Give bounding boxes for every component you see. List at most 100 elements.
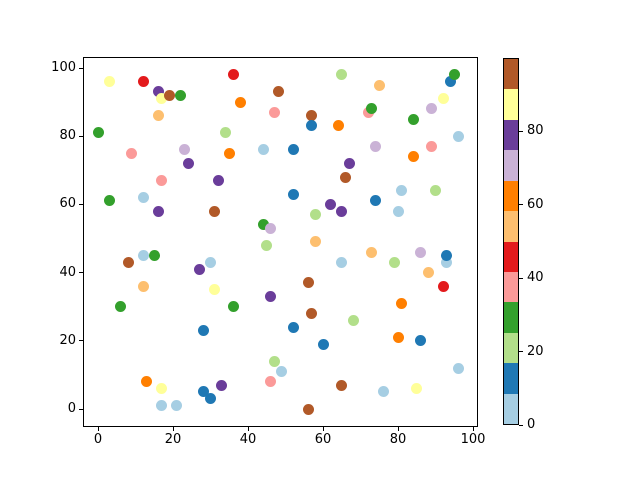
scatter-point <box>392 205 404 217</box>
scatter-point <box>137 280 149 292</box>
y-axis-tick-label: 0 <box>67 401 76 416</box>
scatter-point <box>407 151 419 163</box>
scatter-point <box>437 280 449 292</box>
scatter-point <box>208 284 220 296</box>
scatter-point <box>441 250 453 262</box>
y-axis-tick <box>79 67 83 69</box>
colorbar-tick <box>519 204 523 206</box>
scatter-point <box>265 376 276 388</box>
x-axis-tick-label: 20 <box>164 432 182 447</box>
scatter-point <box>302 403 314 415</box>
scatter-point <box>257 144 269 156</box>
y-axis-tick-label: 80 <box>59 128 76 144</box>
scatter-point <box>156 383 168 395</box>
x-axis-tick-label: 80 <box>389 432 407 447</box>
scatter-point <box>336 205 348 217</box>
scatter-point <box>287 188 299 200</box>
scatter-point <box>268 355 280 367</box>
scatter-point <box>265 222 276 234</box>
scatter-point <box>310 236 321 248</box>
scatter-point <box>422 267 434 279</box>
scatter-point <box>205 393 216 405</box>
colorbar-segment <box>504 89 518 120</box>
y-axis-tick <box>79 135 83 137</box>
scatter-point <box>276 365 288 377</box>
scatter-point <box>430 185 441 197</box>
scatter-point <box>452 362 464 374</box>
x-axis-tick <box>397 427 399 431</box>
y-axis-tick <box>79 340 83 342</box>
x-axis-tick <box>172 427 174 431</box>
x-axis-tick-label: 60 <box>314 432 332 447</box>
scatter-point <box>306 110 318 122</box>
y-axis-tick-label: 60 <box>59 196 76 212</box>
colorbar-tick-label: 40 <box>527 270 544 286</box>
scatter-point <box>396 297 408 309</box>
x-axis-tick-label: 100 <box>460 432 486 447</box>
colorbar-segment <box>504 119 518 151</box>
colorbar-segment <box>504 332 518 364</box>
colorbar-segment <box>504 241 518 272</box>
scatter-point <box>216 379 228 391</box>
y-axis-tick <box>79 203 83 205</box>
y-axis-tick <box>79 272 83 274</box>
scatter-point <box>415 246 426 258</box>
x-axis-tick <box>322 427 324 431</box>
scatter-point <box>370 140 381 152</box>
scatter-point <box>426 140 438 152</box>
scatter-point <box>182 157 194 169</box>
scatter-point <box>366 246 378 258</box>
scatter-point <box>137 76 149 88</box>
scatter-point <box>137 250 149 262</box>
scatter-point <box>178 144 190 156</box>
scatter-point <box>340 171 351 183</box>
scatter-point <box>171 400 183 412</box>
colorbar-segment <box>504 271 518 303</box>
colorbar-tick-label: 0 <box>527 417 536 432</box>
scatter-point <box>227 301 239 313</box>
x-axis-tick-label: 40 <box>239 432 257 447</box>
colorbar <box>503 58 519 425</box>
x-axis-tick <box>247 427 249 431</box>
scatter-point <box>197 325 209 337</box>
scatter-point <box>122 256 134 268</box>
scatter-point <box>156 175 168 187</box>
scatter-point <box>336 69 348 81</box>
colorbar-segment <box>504 150 518 181</box>
scatter-point <box>441 256 453 268</box>
scatter-point <box>223 147 235 159</box>
scatter-point <box>336 256 348 268</box>
scatter-point <box>163 89 175 101</box>
scatter-point <box>141 376 153 388</box>
scatter-point <box>227 69 239 81</box>
scatter-point <box>392 331 404 343</box>
scatter-point <box>437 93 449 105</box>
scatter-point <box>257 219 269 231</box>
colorbar-tick-label: 80 <box>527 123 544 139</box>
scatter-point <box>407 113 419 125</box>
scatter-point <box>306 120 318 132</box>
scatter-point <box>208 205 220 217</box>
scatter-point <box>373 79 385 91</box>
scatter-point <box>366 103 378 115</box>
scatter-point <box>193 263 205 275</box>
scatter-point <box>103 195 115 207</box>
scatter-point <box>287 321 299 333</box>
scatter-point <box>115 301 126 313</box>
scatter-point <box>302 277 314 289</box>
y-axis-tick-label: 100 <box>51 60 76 75</box>
scatter-point <box>415 335 426 347</box>
scatter-point <box>268 106 280 118</box>
scatter-point <box>347 314 359 326</box>
x-axis-tick <box>472 427 474 431</box>
scatter-point <box>448 69 460 81</box>
scatter-point <box>152 86 164 98</box>
scatter-point <box>452 130 464 142</box>
y-axis-tick-label: 40 <box>59 264 76 280</box>
colorbar-segment <box>504 180 518 212</box>
colorbar-tick <box>519 130 523 132</box>
scatter-point <box>325 198 336 210</box>
scatter-point <box>205 256 216 268</box>
colorbar-tick <box>519 277 523 279</box>
scatter-point <box>152 205 164 217</box>
